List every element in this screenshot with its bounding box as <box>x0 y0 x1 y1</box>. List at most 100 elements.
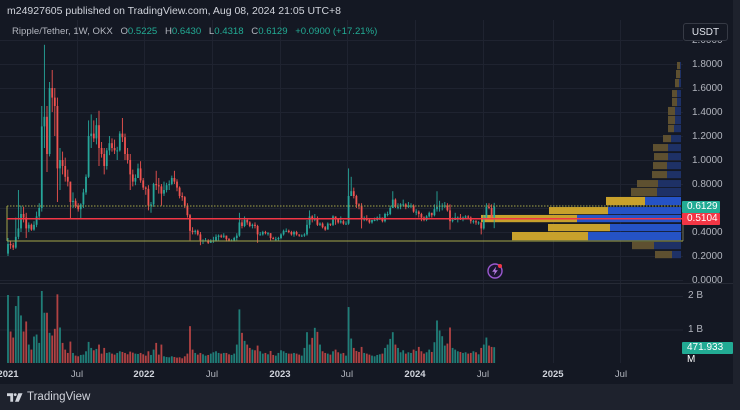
volume-bar <box>303 347 306 363</box>
candle-body <box>124 137 126 154</box>
profile-up-bar <box>658 180 681 188</box>
profile-up-bar <box>675 115 681 125</box>
volume-bar <box>230 354 233 363</box>
volume-bar <box>20 315 22 363</box>
volume-bar <box>459 351 462 363</box>
price-axis[interactable]: 2.0000 1.8000 1.6000 1.4000 1.2000 1.000… <box>683 20 740 283</box>
tradingview-brand[interactable]: TradingView <box>7 391 90 403</box>
candle-body <box>196 230 199 235</box>
volume-bar <box>350 338 353 363</box>
profile-up-bar <box>645 196 681 206</box>
volume-bar <box>389 338 392 363</box>
profile-down-bar <box>652 171 667 179</box>
volume-bar <box>282 351 285 363</box>
volume-bar <box>134 353 137 363</box>
volume-bar <box>394 344 397 363</box>
profile-down-bar <box>654 153 668 161</box>
time-label: Jul <box>70 369 84 380</box>
profile-up-bar <box>668 144 681 152</box>
candle-body <box>59 160 61 169</box>
open-value: 0.5225 <box>127 26 158 37</box>
candle-body <box>64 166 67 177</box>
volume-bar <box>433 342 436 363</box>
candle-body <box>108 143 111 151</box>
volume-bar <box>464 352 467 363</box>
time-label: Jul <box>614 369 628 380</box>
candle-body <box>371 220 373 223</box>
published-info: m24927605 published on TradingView.com, … <box>7 5 342 17</box>
candle-body <box>142 180 145 188</box>
candle-body <box>256 226 259 235</box>
candle-body <box>46 116 48 154</box>
volume-bar <box>35 334 38 363</box>
volume-bar <box>391 332 394 363</box>
volume-bar <box>407 352 410 363</box>
candle-body <box>116 150 119 152</box>
volume-bar <box>404 353 407 363</box>
volume-bar <box>207 354 210 363</box>
candle-body <box>277 238 280 240</box>
price-tick: 0.0000 <box>692 275 723 283</box>
volume-bar <box>311 337 314 363</box>
price-tick: 0.8000 <box>692 179 723 190</box>
volume-axis[interactable]: 2 B 1 B <box>683 284 740 363</box>
candle-body <box>222 235 225 237</box>
candle-body <box>303 234 306 236</box>
candle-body <box>428 212 431 217</box>
symbol-title[interactable]: Ripple/Tether, 1W, OKX <box>12 26 113 37</box>
lightning-indicator-button[interactable] <box>487 263 503 279</box>
volume-bar <box>160 344 163 363</box>
volume-bar <box>90 347 93 363</box>
footer: TradingView <box>0 384 740 410</box>
candle-body <box>339 221 342 223</box>
profile-down-bar <box>653 162 667 170</box>
volume-bar <box>480 347 483 363</box>
volume-bar <box>454 349 457 363</box>
pane-divider[interactable] <box>0 283 733 284</box>
price-tick: 1.4000 <box>692 107 723 118</box>
volume-bar <box>293 352 295 363</box>
volume-bar <box>131 352 134 363</box>
time-axis[interactable]: 2021 Jul 2022 Jul 2023 Jul 2024 Jul 2025… <box>0 364 732 384</box>
volume-bar <box>423 353 425 363</box>
volume-bar <box>30 349 33 363</box>
volume-bar <box>412 349 415 363</box>
volume-bar <box>254 350 256 363</box>
candle-body <box>40 126 43 208</box>
profile-down-bar <box>675 79 679 88</box>
volume-bar <box>316 331 319 363</box>
volume-bar <box>415 350 418 363</box>
candle-body <box>285 230 288 232</box>
volume-bar <box>113 354 116 363</box>
volume-bar <box>228 354 230 363</box>
volume-bar <box>287 353 290 363</box>
volume-bar <box>77 356 80 363</box>
currency-button[interactable]: USDT <box>683 23 728 41</box>
volume-bar <box>183 356 186 363</box>
candle-body <box>475 221 477 223</box>
volume-bar <box>220 353 223 363</box>
volume-bar <box>121 351 124 363</box>
volume-bar <box>352 347 355 363</box>
volume-bar <box>261 353 264 363</box>
volume-bar <box>199 352 202 363</box>
candle-body <box>33 224 35 230</box>
profile-up-bar <box>588 232 681 241</box>
volume-bar <box>410 352 412 363</box>
volume-bar <box>100 353 103 363</box>
candle-body <box>207 240 210 243</box>
candle-body <box>228 239 230 241</box>
candle-body <box>345 223 347 225</box>
candle-body <box>105 150 108 166</box>
candle-body <box>347 196 350 224</box>
volume-bar <box>363 352 366 363</box>
candle-body <box>30 224 33 230</box>
high-label: H <box>164 26 172 37</box>
volume-bar <box>472 351 475 363</box>
price-tick: 1.8000 <box>692 59 723 70</box>
profile-up-bar <box>677 90 681 98</box>
price-candles <box>7 44 496 256</box>
candle-body <box>189 215 191 231</box>
profile-down-bar <box>653 144 668 152</box>
